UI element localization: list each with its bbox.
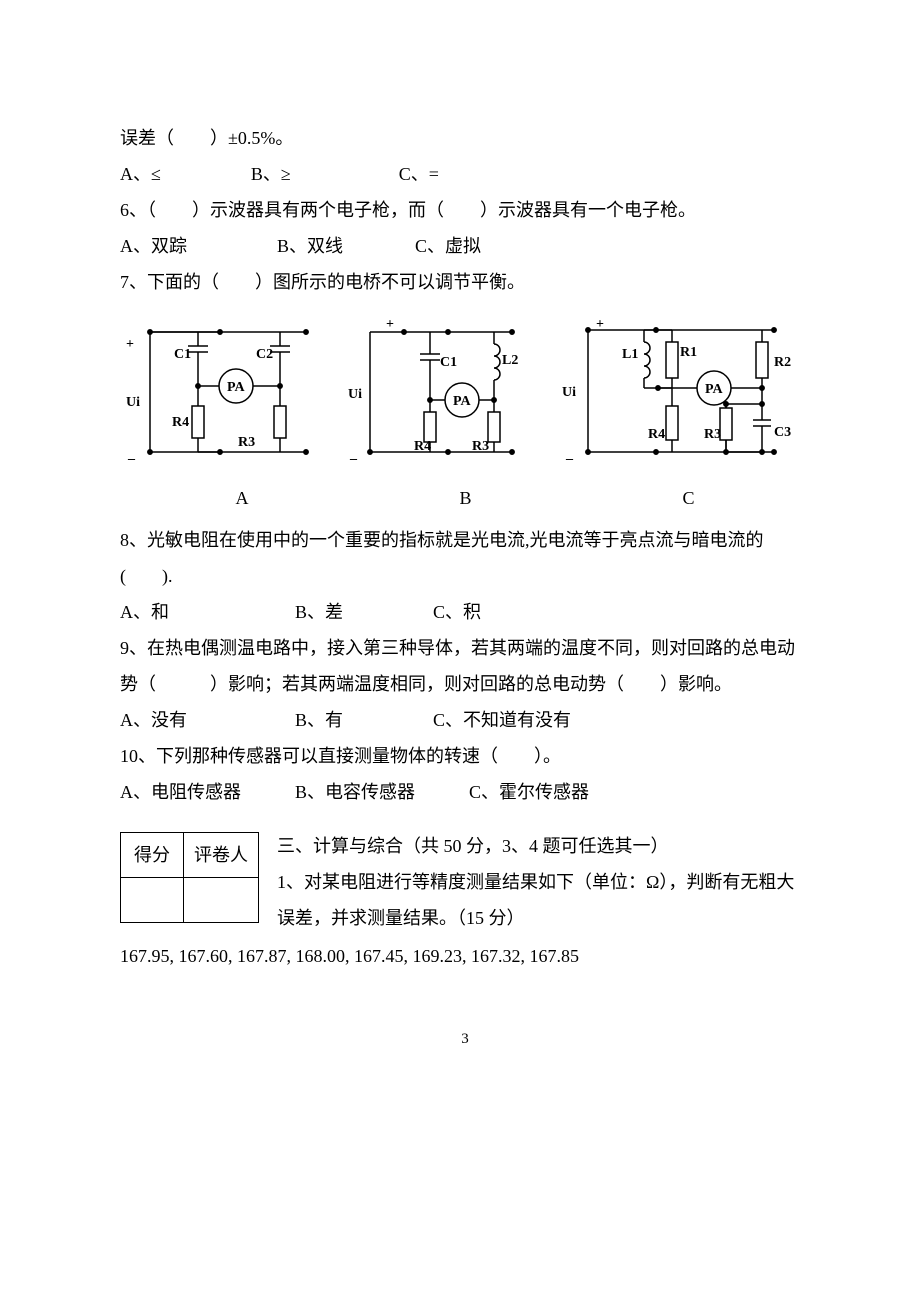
q8-stem: 8、光敏电阻在使用中的一个重要的指标就是光电流,光电流等于亮点流与暗电流的( )… [120, 522, 810, 594]
q10-stem: 10、下列那种传感器可以直接测量物体的转速（ ）。 [120, 738, 810, 774]
score-header-grader: 评卷人 [184, 833, 259, 878]
q10-options: A、电阻传感器 B、电容传感器 C、霍尔传感器 [120, 774, 810, 810]
q7-label-c: C [682, 480, 694, 516]
score-table: 得分 评卷人 [120, 832, 259, 923]
svg-text:_: _ [565, 447, 574, 462]
svg-text:C1: C1 [174, 347, 191, 362]
page-number: 3 [120, 1024, 810, 1054]
svg-text:+: + [126, 337, 134, 352]
svg-text:R4: R4 [648, 427, 665, 442]
svg-text:C3: C3 [774, 425, 791, 440]
q7-diagram-c: + Ui _ L1 R1 [558, 308, 810, 478]
q7-label-a: A [235, 480, 248, 516]
svg-text:C2: C2 [256, 347, 273, 362]
svg-text:+: + [596, 317, 604, 332]
q6-stem: 6、（ ）示波器具有两个电子枪，而（ ）示波器具有一个电子枪。 [120, 192, 810, 228]
q7-label-b: B [459, 480, 471, 516]
q7-diagram-a: + Ui _ C1 C2 [120, 308, 330, 478]
svg-text:_: _ [349, 447, 358, 462]
q6-options: A、双踪 B、双线 C、虚拟 [120, 228, 810, 264]
svg-text:R4: R4 [172, 415, 189, 430]
svg-text:R1: R1 [680, 345, 697, 360]
exam-page: 误差（ ）±0.5%。 A、≤ B、≥ C、= 6、（ ）示波器具有两个电子枪，… [0, 0, 920, 1114]
svg-text:L1: L1 [622, 347, 638, 362]
q7-diagram-row: + Ui _ C1 C2 [120, 308, 810, 478]
svg-text:R3: R3 [238, 435, 255, 450]
q9-options: A、没有 B、有 C、不知道有没有 [120, 702, 810, 738]
section3-block: 得分 评卷人 三、计算与综合（共 50 分，3、4 题可任选其一） 1、对某电阻… [120, 828, 810, 936]
svg-text:R4: R4 [414, 439, 431, 454]
svg-text:Ui: Ui [348, 387, 362, 402]
svg-text:+: + [386, 317, 394, 332]
svg-text:_: _ [127, 447, 136, 462]
section3-q1-data: 167.95, 167.60, 167.87, 168.00, 167.45, … [120, 938, 810, 974]
q7-diagram-labels: A B C [130, 480, 800, 516]
q7-stem: 7、下面的（ ）图所示的电桥不可以调节平衡。 [120, 264, 810, 300]
svg-text:PA: PA [453, 394, 472, 409]
svg-text:C1: C1 [440, 355, 457, 370]
score-header-score: 得分 [121, 833, 184, 878]
svg-text:L2: L2 [502, 353, 518, 368]
score-cell-blank2 [184, 878, 259, 923]
score-cell-blank1 [121, 878, 184, 923]
svg-text:R3: R3 [472, 439, 489, 454]
svg-text:Ui: Ui [562, 385, 576, 400]
q5-stem: 误差（ ）±0.5%。 [120, 120, 810, 156]
svg-text:PA: PA [705, 382, 724, 397]
svg-text:Ui: Ui [126, 395, 140, 410]
q7-diagram-b: + Ui _ C1 L2 [344, 308, 544, 478]
q8-options: A、和 B、差 C、积 [120, 594, 810, 630]
svg-text:R3: R3 [704, 427, 721, 442]
q9-stem: 9、在热电偶测温电路中，接入第三种导体，若其两端的温度不同，则对回路的总电动势（… [120, 630, 810, 702]
svg-text:PA: PA [227, 380, 246, 395]
svg-text:R2: R2 [774, 355, 791, 370]
q5-options: A、≤ B、≥ C、= [120, 156, 810, 192]
